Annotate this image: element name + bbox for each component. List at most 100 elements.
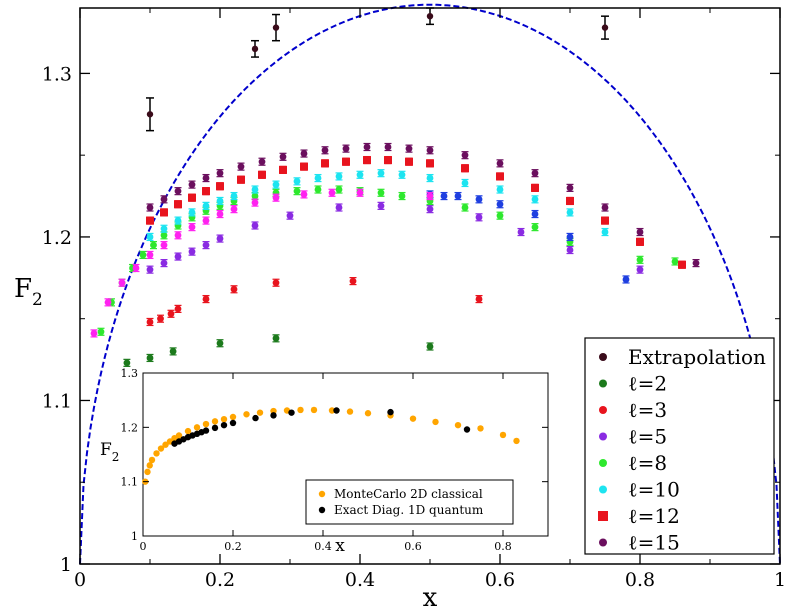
point-l12-11 — [342, 157, 350, 166]
point-blue-dots-1 — [440, 192, 448, 200]
point-l12-2 — [174, 200, 182, 209]
inset-legend-label-montecarlo-2d-classical: MonteCarlo 2D classical — [334, 487, 483, 501]
inset-point-montecarlo-2d-classical-11 — [193, 424, 201, 431]
point-l8-26 — [671, 258, 679, 265]
point-l12-1 — [160, 208, 168, 217]
point-l8-12 — [251, 192, 259, 200]
legend-item-l3: ℓ=3 — [599, 398, 667, 422]
point-l10-18 — [531, 195, 539, 203]
x-axis-title: x — [423, 583, 438, 612]
point-magenta-dots-14 — [328, 189, 336, 197]
point-magenta-dots-7 — [188, 223, 196, 231]
point-l5-12 — [517, 228, 525, 236]
point-l2-0 — [123, 359, 131, 367]
point-l12-22 — [678, 260, 686, 269]
point-l5-8 — [335, 204, 343, 211]
point-l8-4 — [139, 251, 147, 259]
point-l5-5 — [216, 235, 224, 242]
point-l10-8 — [272, 181, 280, 189]
legend-label-extrapolation: Extrapolation — [628, 345, 766, 369]
point-l12-17 — [496, 172, 504, 181]
point-l3-4 — [202, 295, 210, 303]
legend-label-l5: ℓ=5 — [628, 425, 667, 449]
legend-label-l12: ℓ=12 — [628, 504, 680, 528]
inset-point-montecarlo-2d-classical-16 — [243, 411, 250, 418]
x-tick-label-4: 0.8 — [625, 569, 655, 591]
point-l10-20 — [601, 228, 609, 236]
point-l15-0 — [146, 204, 154, 211]
point-magenta-dots-11 — [251, 199, 259, 207]
point-l5-14 — [636, 266, 644, 274]
legend-swatch-l5 — [599, 432, 607, 441]
point-l8-0 — [97, 328, 105, 336]
point-l8-16 — [335, 186, 343, 193]
inset-point-montecarlo-2d-classical-27 — [432, 418, 439, 426]
inset-point-exact-diag-1d-quantum-9 — [220, 421, 228, 429]
series-l2 — [123, 334, 434, 367]
inset-point-exact-diag-1d-quantum-11 — [252, 414, 259, 422]
point-l10-0 — [146, 233, 154, 241]
point-l5-7 — [286, 212, 294, 220]
point-l12-13 — [384, 156, 392, 165]
legend-label-l10: ℓ=10 — [628, 478, 680, 502]
point-l15-3 — [188, 181, 196, 189]
point-blue-dots-6 — [566, 233, 574, 241]
main-plot-marks — [79, 3, 781, 565]
inset-point-montecarlo-2d-classical-4 — [153, 450, 160, 457]
inset-point-montecarlo-2d-classical-24 — [364, 410, 372, 417]
point-extrapolation-4 — [601, 24, 609, 31]
inset-point-exact-diag-1d-quantum-13 — [288, 409, 295, 416]
inset-legend-item-montecarlo-2d-classical: MonteCarlo 2D classical — [318, 487, 483, 501]
point-l15-7 — [258, 158, 266, 166]
y-tick-label-1: 1.1 — [42, 390, 72, 412]
series-l5 — [146, 201, 644, 274]
point-extrapolation-1 — [251, 45, 259, 53]
inset-y-tick-label-3: 1.3 — [121, 367, 139, 380]
y-axis-title-main: F — [14, 274, 32, 304]
legend-item-l12: ℓ=12 — [598, 504, 680, 528]
point-l2-5 — [426, 343, 434, 350]
legend-item-l2: ℓ=2 — [599, 372, 667, 396]
point-l3-1 — [157, 315, 164, 323]
point-l3-5 — [230, 285, 238, 293]
inset-x-tick-label-2: 0.4 — [314, 540, 332, 553]
inset-point-montecarlo-2d-classical-3 — [148, 456, 156, 464]
inset-legend-swatch-montecarlo-2d-classical — [318, 490, 326, 498]
point-l12-20 — [601, 216, 609, 225]
inset-y-axis-title: F2 — [100, 440, 119, 464]
point-l10-1 — [160, 225, 168, 233]
legend-swatch-l3 — [599, 406, 607, 414]
point-blue-dots-4 — [496, 200, 504, 208]
point-l15-15 — [426, 146, 434, 154]
point-l12-21 — [636, 237, 644, 246]
point-l5-9 — [377, 202, 385, 210]
point-l5-13 — [566, 246, 574, 254]
point-l12-16 — [461, 164, 469, 173]
y-axis-title: F2 — [14, 274, 43, 310]
inset-axis-ticks: 0 0.2 0.4 0.6 0.8 1 1.1 1.2 1.3 — [121, 367, 548, 553]
legend-swatch-l10 — [599, 485, 607, 494]
point-l5-10 — [426, 205, 434, 213]
inset-x-tick-label-4: 0.8 — [494, 540, 512, 553]
point-l8-23 — [531, 223, 539, 231]
point-l15-10 — [321, 146, 329, 154]
point-magenta-dots-5 — [160, 241, 168, 249]
series-l10 — [146, 169, 609, 242]
legend-box — [584, 337, 775, 555]
point-l12-0 — [146, 216, 154, 225]
point-l15-13 — [384, 143, 392, 151]
point-l5-0 — [146, 266, 154, 274]
series-l3 — [146, 276, 483, 327]
legend-item-l8: ℓ=8 — [599, 451, 667, 475]
point-l8-15 — [314, 186, 322, 193]
series-l15 — [146, 142, 700, 268]
point-l3-2 — [167, 310, 175, 318]
legend-item-l15: ℓ=15 — [599, 531, 680, 555]
point-l10-10 — [314, 174, 322, 182]
inset-point-exact-diag-1d-quantum-15 — [387, 408, 394, 416]
legend-label-l8: ℓ=8 — [628, 451, 667, 475]
inset-chart: 0 0.2 0.4 0.6 0.8 1 1.1 1.2 1.3 x F2 MonteCarlo … — [100, 367, 549, 556]
point-l12-12 — [363, 156, 371, 165]
point-l8-22 — [496, 212, 504, 220]
inset-point-montecarlo-2d-classical-31 — [513, 437, 520, 445]
